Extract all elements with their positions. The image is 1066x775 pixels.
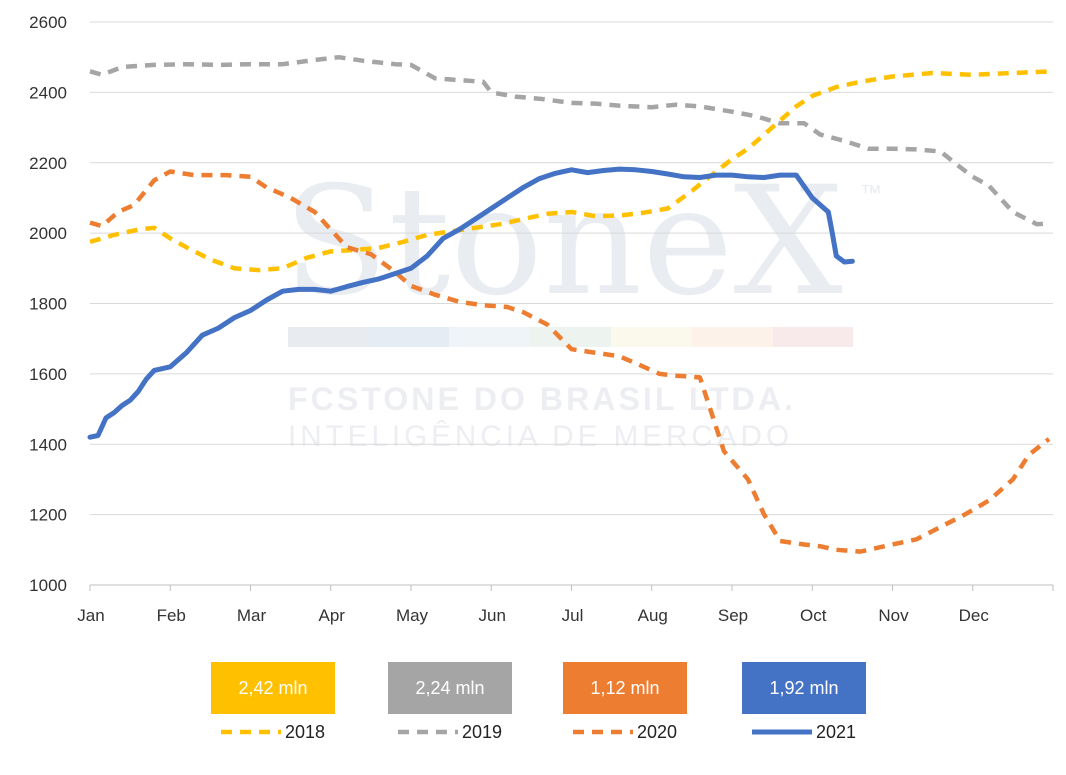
watermark: StoneX ™ FCSTONE DO BRASIL LTDA. INTELIG…: [283, 155, 882, 453]
y-tick-label: 1600: [29, 365, 67, 384]
y-tick-label: 2400: [29, 83, 67, 102]
watermark-division: INTELIGÊNCIA DE MERCADO: [288, 420, 793, 453]
x-tick-label: Feb: [157, 606, 186, 625]
x-tick-label: Nov: [878, 606, 909, 625]
series-line-2018: [89, 69, 1054, 273]
y-tick-label: 1000: [29, 576, 67, 595]
y-axis: 1000 1200 1400 1600 1800 2000 2200 2400 2600: [29, 13, 67, 595]
y-tick-label: 2200: [29, 154, 67, 173]
series-line-2020: [89, 169, 1051, 554]
legend-label-2020: 2020: [637, 722, 677, 742]
legend-label-2021: 2021: [816, 722, 856, 742]
watermark-company: FCSTONE DO BRASIL LTDA.: [288, 381, 796, 417]
legend: 2018 2019 2020 2021: [221, 722, 856, 742]
watermark-tm: ™: [860, 180, 882, 205]
x-axis: Jan Feb Mar Apr May Jun Jul Aug Sep Oct Nov Dec: [77, 584, 1054, 625]
badge-box-2019: [388, 662, 512, 714]
value-badges: 2,42 mln 2,24 mln 1,12 mln 1,92 mln: [211, 662, 866, 714]
watermark-bar-segment: [449, 327, 530, 347]
x-tick-label: Mar: [237, 606, 267, 625]
watermark-bar-segment: [368, 327, 449, 347]
badge-value-2018: 2,42 mln: [238, 678, 307, 698]
series-line-2019: [89, 54, 1050, 227]
watermark-bar-segment: [692, 327, 773, 347]
y-tick-label: 1200: [29, 506, 67, 525]
x-tick-label: May: [396, 606, 429, 625]
x-tick-label: Oct: [800, 606, 827, 625]
watermark-brand: StoneX: [283, 155, 843, 329]
badge-value-2021: 1,92 mln: [769, 678, 838, 698]
y-tick-label: 2000: [29, 224, 67, 243]
x-tick-label: Sep: [718, 606, 748, 625]
x-tick-label: Dec: [959, 606, 990, 625]
legend-label-2019: 2019: [462, 722, 502, 742]
watermark-bar-segment: [288, 327, 368, 347]
y-tick-label: 1800: [29, 295, 67, 314]
series-layer: [87, 54, 1054, 554]
x-tick-label: Aug: [638, 606, 668, 625]
y-tick-label: 2600: [29, 13, 67, 32]
gridlines: [90, 21, 1053, 516]
y-tick-label: 1400: [29, 435, 67, 454]
x-tick-label: Jun: [479, 606, 506, 625]
x-tick-label: Apr: [319, 606, 346, 625]
badge-box-2018: [211, 662, 335, 714]
watermark-bar-segment: [773, 327, 853, 347]
badge-value-2020: 1,12 mln: [590, 678, 659, 698]
legend-label-2018: 2018: [285, 722, 325, 742]
badge-box-2020: [563, 662, 687, 714]
x-tick-label: Jul: [562, 606, 584, 625]
badge-value-2019: 2,24 mln: [415, 678, 484, 698]
watermark-color-bar: [288, 327, 853, 347]
badge-box-2021: [742, 662, 866, 714]
series-line-2021: [87, 166, 855, 440]
x-tick-label: Jan: [77, 606, 104, 625]
watermark-bar-segment: [530, 327, 611, 347]
watermark-bar-segment: [611, 327, 692, 347]
